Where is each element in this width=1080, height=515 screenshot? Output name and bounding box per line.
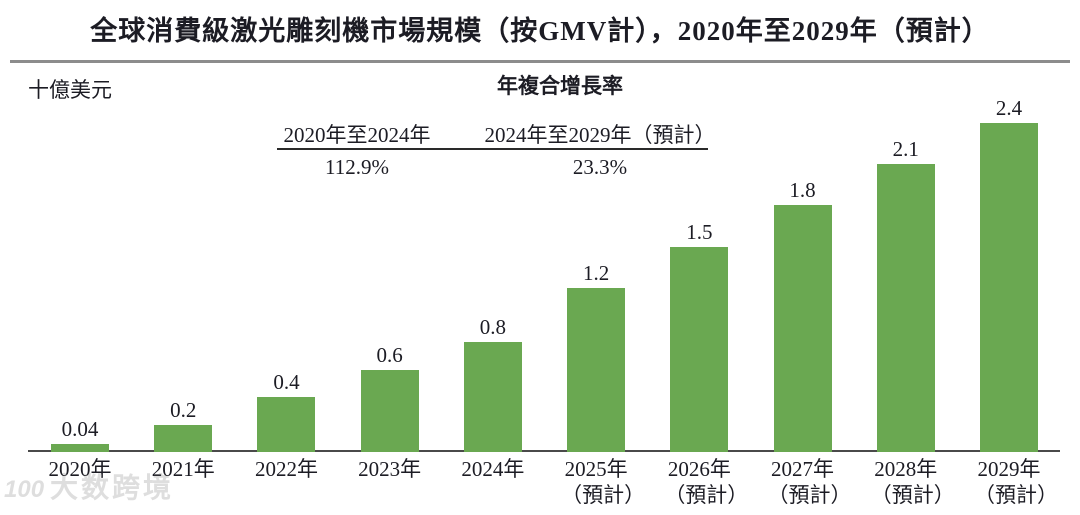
- bar-2021年: [154, 424, 213, 452]
- x-axis-label: 2022年: [254, 457, 318, 481]
- x-axis-label: 2020年: [48, 457, 112, 481]
- x-axis-label: 2027年 （預計）: [738, 456, 868, 508]
- bar-value-label: 1.8: [789, 178, 816, 203]
- bar-2026年（預計）: [670, 246, 729, 452]
- bar-2023年: [360, 369, 419, 452]
- x-axis-label-forecast-note: （預計）: [973, 483, 1058, 507]
- x-axis-label-forecast-note: （預計）: [561, 483, 646, 507]
- cagr-value-2024-2029: 23.3%: [572, 155, 628, 179]
- x-axis-label: 2028年 （預計）: [841, 456, 971, 508]
- bar-2028年（預計）: [876, 164, 935, 452]
- title-divider-line: [10, 60, 1070, 63]
- bar-2020年: [51, 444, 109, 452]
- cagr-period-2024-2029: 2024年至2029年（預計）: [484, 123, 716, 147]
- watermark: 100 大数跨境: [4, 466, 174, 506]
- x-axis-label: 2025年 （預計）: [531, 456, 661, 508]
- x-axis-label-forecast-note: （預計）: [870, 483, 955, 507]
- x-axis-label: 2021年: [151, 457, 215, 481]
- bar-2024年: [463, 342, 522, 452]
- cagr-period-2020-2024: 2020年至2024年: [283, 123, 431, 147]
- bar-value-label: 2.4: [995, 96, 1023, 121]
- x-axis-line: [28, 450, 1060, 452]
- x-axis-label-forecast-note: （預計）: [664, 483, 749, 507]
- cagr-table-header: 年複合增長率: [497, 74, 623, 98]
- bar-value-label: 0.6: [376, 342, 403, 367]
- bar-value-label: 0.2: [170, 397, 197, 422]
- x-axis-label: 2023年: [358, 457, 422, 481]
- bar-value-label: 0.8: [479, 315, 506, 340]
- bar-2022年: [257, 397, 316, 452]
- y-axis-unit-label: 十億美元: [28, 78, 112, 102]
- x-axis-label: 2029年 （預計）: [944, 456, 1074, 508]
- bar-value-label: 1.5: [686, 219, 713, 244]
- x-axis-label-forecast-note: （預計）: [767, 483, 852, 507]
- bar-2029年（預計）: [979, 123, 1038, 452]
- watermark-text: 大数跨境: [50, 472, 175, 503]
- chart-title: 全球消費級激光雕刻機市場規模（按GMV計），2020年至2029年（預計）: [90, 16, 990, 46]
- x-axis-label: 2026年 （預計）: [634, 456, 764, 508]
- bar-value-label: 0.4: [273, 370, 300, 395]
- watermark-logo: 100: [4, 476, 45, 503]
- x-axis-label: 2024年: [461, 457, 525, 481]
- bar-2025年（預計）: [567, 287, 626, 452]
- cagr-table-rule: [277, 148, 708, 150]
- bar-value-label: 2.1: [892, 137, 919, 162]
- cagr-value-2020-2024: 112.9%: [325, 155, 389, 179]
- bar-value-label: 0.04: [61, 417, 99, 441]
- bar-value-label: 1.2: [582, 260, 610, 285]
- bar-2027年（預計）: [773, 205, 832, 452]
